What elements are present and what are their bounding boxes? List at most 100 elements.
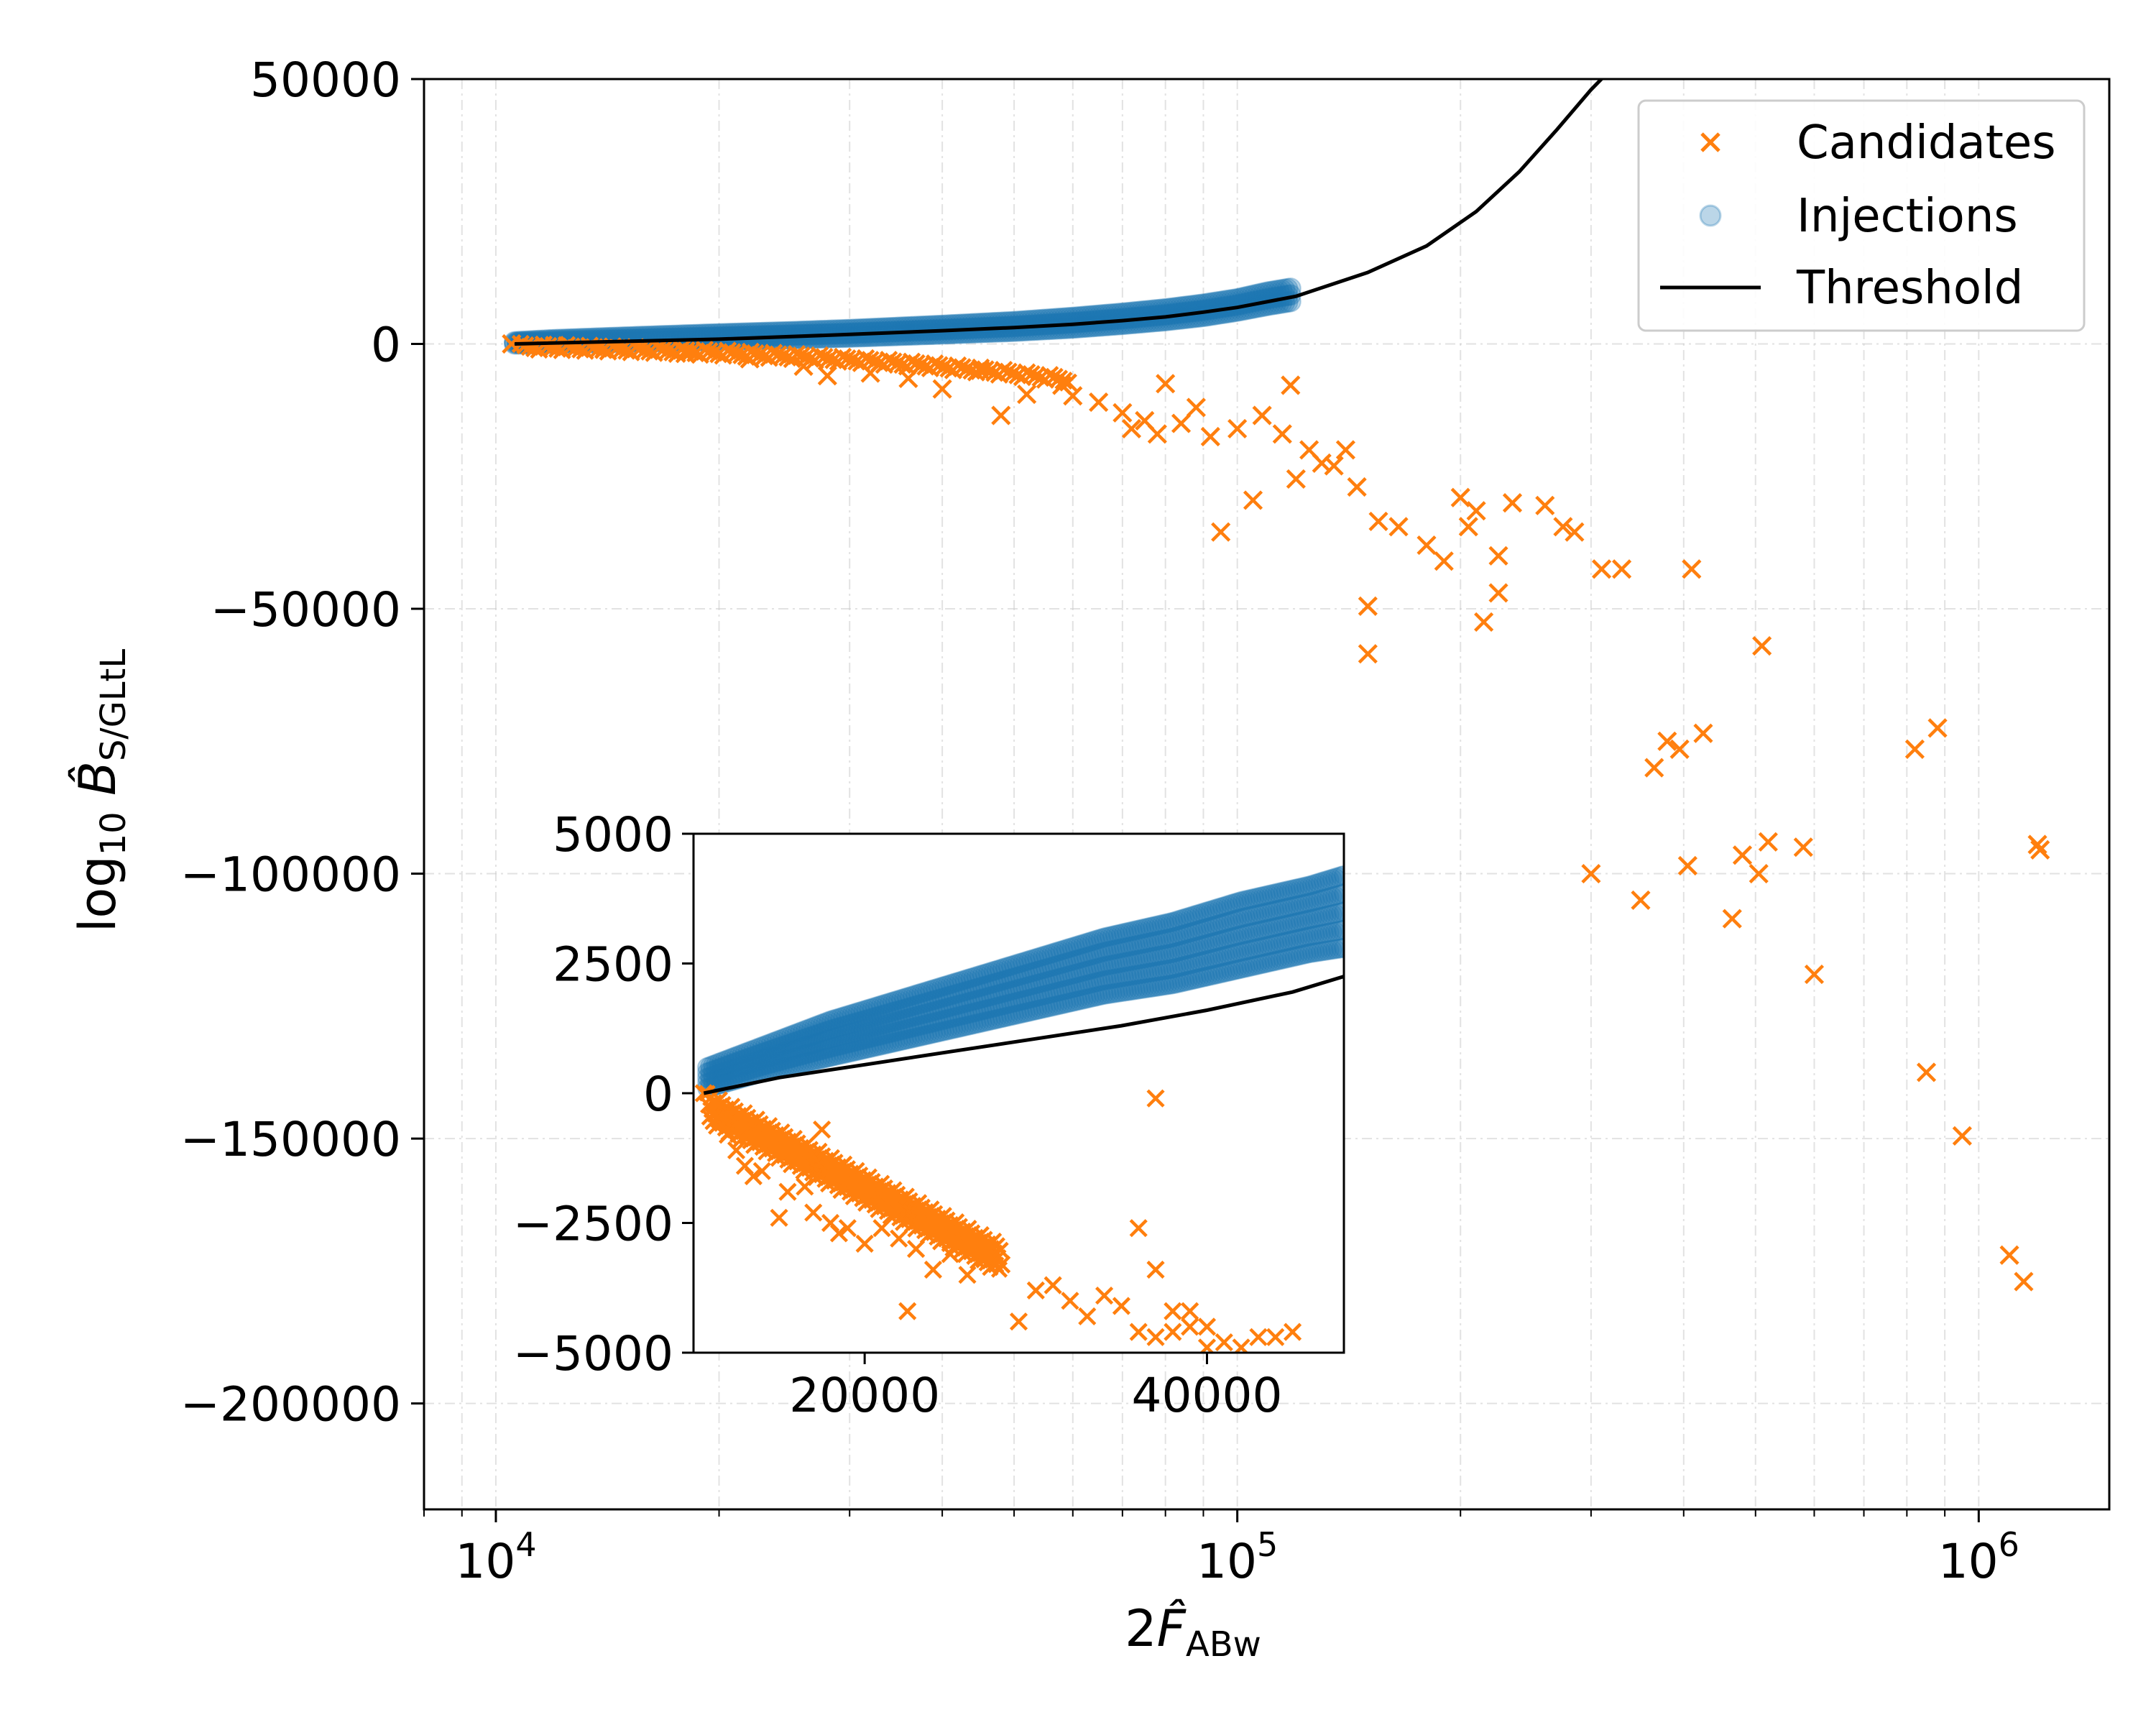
candidate-stroke	[1502, 493, 1523, 513]
inset-injection-point	[946, 1018, 967, 1039]
candidate-point	[2030, 840, 2050, 860]
inset-injection-point	[949, 1017, 969, 1038]
candidate-stroke	[649, 339, 668, 357]
inset-injection-point	[752, 1049, 773, 1070]
candidate-stroke	[1026, 367, 1046, 385]
inset-injection-point	[943, 973, 964, 994]
inset-injection-point	[723, 1064, 744, 1085]
inset-injection-point	[879, 992, 900, 1013]
candidate-stroke	[1156, 374, 1176, 394]
injection-point	[835, 326, 857, 349]
inset-injection-point	[816, 1030, 837, 1051]
inset-injection-point	[853, 1000, 874, 1021]
inset-injection-point	[740, 1053, 761, 1074]
inset-injection-point	[836, 1024, 857, 1045]
inset-injection-point	[931, 988, 952, 1008]
inset-injection-point	[972, 976, 992, 997]
inset-injection-point	[899, 1007, 920, 1028]
inset-injection-point	[813, 1048, 834, 1069]
inset-injection-point	[888, 1011, 908, 1031]
candidate-stroke	[1927, 718, 1948, 738]
inset-injection-point	[975, 963, 995, 984]
injection-point	[1145, 299, 1167, 321]
inset-injection-point	[992, 995, 1013, 1016]
candidate-stroke	[539, 336, 558, 355]
injection-point	[903, 323, 926, 346]
inset-injection-point	[882, 991, 903, 1012]
inset-injection-point	[905, 985, 926, 1006]
inset-injection-point	[772, 1043, 793, 1064]
inset-injection-point	[914, 1014, 935, 1035]
inset-x-tick-label: 20000	[789, 1368, 940, 1423]
inset-injection-point	[789, 1030, 810, 1051]
inset-injection-point	[827, 1017, 848, 1038]
inset-injection-point	[824, 1036, 845, 1057]
inset-injection-point	[882, 1022, 903, 1043]
candidate-stroke	[1335, 440, 1356, 460]
candidate-stroke	[903, 352, 921, 371]
inset-injection-point	[752, 1036, 773, 1057]
candidate-point	[1358, 596, 1378, 616]
inset-injection-point	[986, 984, 1007, 1005]
candidate-point	[1227, 418, 1248, 439]
inset-injection-point	[937, 975, 958, 995]
candidate-stroke	[1041, 366, 1059, 385]
injection-point	[856, 326, 878, 348]
candidate-point	[1388, 517, 1409, 537]
candidate-stroke	[750, 346, 769, 364]
inset-injection-point	[1003, 992, 1024, 1013]
inset-injection-point	[792, 1021, 813, 1041]
inset-injection-point	[957, 969, 978, 990]
candidate-point	[1156, 374, 1176, 394]
inset-injection-point	[896, 1029, 917, 1050]
injection-point	[811, 326, 833, 349]
inset-injection-point	[775, 1042, 796, 1063]
inset-injection-point	[804, 1016, 825, 1037]
legend-label-candidates: Candidates	[1797, 116, 2056, 170]
inset-injection-point	[839, 1014, 860, 1035]
inset-injection-point	[908, 1026, 929, 1047]
inset-injection-point	[929, 978, 949, 998]
candidate-stroke	[1049, 369, 1069, 388]
candidate-point	[1758, 832, 1778, 852]
injection-point	[841, 326, 863, 348]
candidate-point	[1121, 418, 1142, 439]
inset-injection-point	[795, 1036, 816, 1057]
candidate-point	[1089, 392, 1109, 413]
inset-injection-point	[902, 985, 923, 1006]
inset-injection-point	[780, 1025, 801, 1046]
inset-injection-point	[833, 1034, 854, 1055]
candidate-stroke	[746, 344, 765, 363]
inset-injection-point	[1000, 980, 1021, 1001]
inset-injection-point	[766, 1052, 787, 1072]
inset-injection-point	[1003, 1005, 1024, 1026]
inset-injection-point	[810, 1040, 831, 1061]
candidate-stroke	[930, 356, 949, 374]
inset-injection-point	[885, 1000, 906, 1021]
inset-injection-point	[842, 1013, 862, 1034]
inset-injection-point	[986, 1008, 1007, 1029]
inset-injection-point	[870, 995, 891, 1016]
candidate-stroke	[773, 346, 793, 365]
main-frame	[423, 78, 2111, 1511]
inset-injection-point	[992, 970, 1013, 991]
inset-injection-point	[807, 1024, 828, 1044]
candidate-stroke	[880, 351, 898, 369]
inset-injection-point	[960, 991, 981, 1012]
candidate-point	[2014, 1271, 2034, 1292]
inset-injection-point	[1009, 1003, 1030, 1024]
candidate-stroke	[700, 342, 719, 361]
inset-injection-point	[969, 1000, 990, 1021]
inset-injection-point	[885, 1011, 906, 1032]
inset-injection-point	[798, 1043, 819, 1064]
candidate-stroke	[1952, 1126, 1972, 1146]
inset-injection-point	[937, 1020, 958, 1041]
candidate-stroke	[999, 362, 1018, 381]
candidate-stroke	[1565, 522, 1585, 542]
inset-injection-point	[940, 996, 961, 1017]
inset-injection-point	[937, 998, 958, 1018]
candidate-point	[1693, 723, 1713, 743]
inset-injection-point	[879, 1023, 900, 1044]
inset-injection-point	[865, 1036, 885, 1057]
inset-injection-point	[914, 993, 935, 1013]
